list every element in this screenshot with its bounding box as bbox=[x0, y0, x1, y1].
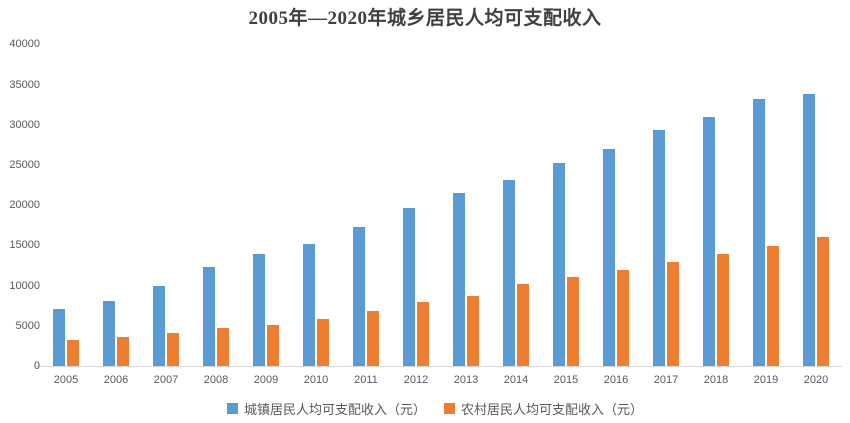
bar-rural-2009 bbox=[267, 324, 279, 366]
y-tick-label: 20000 bbox=[9, 199, 40, 212]
bar-urban-2015 bbox=[553, 162, 565, 366]
x-tick-label: 2011 bbox=[354, 374, 378, 386]
bar-rural-2012 bbox=[417, 302, 429, 366]
chart-title: 2005年—2020年城乡居民人均可支配收入 bbox=[248, 8, 602, 29]
urban-series-swatch-icon bbox=[226, 403, 238, 414]
legend: 城镇居民人均可支配收入（元） 农村居民人均可支配收入（元） bbox=[0, 399, 850, 418]
y-tick-label: 15000 bbox=[9, 239, 40, 252]
bar-urban-2016 bbox=[603, 148, 615, 366]
x-tick-label: 2016 bbox=[603, 374, 629, 386]
rural-series-swatch-icon bbox=[444, 403, 455, 414]
bar-urban-2019 bbox=[753, 98, 765, 366]
y-tick-label: 10000 bbox=[9, 279, 40, 292]
x-tick-label: 2006 bbox=[103, 374, 129, 386]
bar-urban-2012 bbox=[403, 208, 415, 366]
bar-urban-2017 bbox=[653, 129, 665, 366]
bar-rural-2016 bbox=[617, 269, 629, 366]
bar-urban-2013 bbox=[453, 193, 465, 366]
x-axis-line bbox=[36, 366, 842, 367]
x-tick-label: 2013 bbox=[453, 374, 479, 386]
x-tick-label: 2010 bbox=[303, 374, 329, 386]
bar-urban-2008 bbox=[203, 267, 215, 366]
bar-urban-2006 bbox=[103, 300, 115, 366]
bar-rural-2007 bbox=[167, 333, 179, 366]
y-tick-label: 35000 bbox=[9, 78, 40, 91]
x-tick-label: 2008 bbox=[203, 374, 229, 386]
x-tick-label: 2007 bbox=[153, 374, 179, 386]
legend-label-urban: 城镇居民人均可支配收入（元） bbox=[243, 402, 426, 417]
bar-urban-2007 bbox=[153, 285, 165, 366]
bar-rural-2015 bbox=[567, 276, 579, 366]
x-tick-label: 2015 bbox=[553, 374, 579, 386]
bar-urban-2011 bbox=[353, 226, 365, 366]
x-tick-label: 2017 bbox=[653, 374, 679, 386]
bar-rural-2019 bbox=[767, 245, 779, 366]
bar-rural-2017 bbox=[667, 261, 679, 366]
bar-rural-2020 bbox=[817, 236, 829, 366]
bar-rural-2014 bbox=[517, 284, 529, 366]
legend-item-rural: 农村居民人均可支配收入（元） bbox=[444, 399, 643, 418]
x-tick-label: 2018 bbox=[703, 374, 729, 386]
x-tick-label: 2012 bbox=[403, 374, 429, 386]
bar-urban-2018 bbox=[703, 117, 715, 366]
bar-urban-2020 bbox=[803, 93, 815, 366]
bar-rural-2006 bbox=[117, 337, 129, 366]
bar-rural-2013 bbox=[467, 296, 479, 366]
y-tick-label: 0 bbox=[33, 360, 40, 372]
x-tick-label: 2019 bbox=[753, 374, 779, 386]
bar-urban-2005 bbox=[53, 308, 65, 366]
x-tick-label: 2014 bbox=[503, 374, 529, 386]
bar-urban-2010 bbox=[303, 243, 315, 366]
bar-rural-2018 bbox=[717, 254, 729, 366]
y-tick-label: 30000 bbox=[9, 118, 40, 131]
x-tick-label: 2020 bbox=[803, 374, 829, 386]
y-tick-label: 25000 bbox=[9, 158, 40, 171]
bar-rural-2008 bbox=[217, 328, 229, 366]
bar-rural-2011 bbox=[367, 311, 379, 366]
legend-item-urban: 城镇居民人均可支配收入（元） bbox=[226, 399, 426, 418]
bar-rural-2010 bbox=[317, 318, 329, 366]
bar-urban-2009 bbox=[253, 254, 265, 366]
bar-urban-2014 bbox=[503, 180, 515, 366]
x-tick-label: 2005 bbox=[53, 374, 79, 386]
x-tick-label: 2009 bbox=[253, 374, 279, 386]
y-tick-label: 5000 bbox=[15, 319, 40, 332]
y-tick-label: 40000 bbox=[9, 38, 40, 51]
bar-rural-2005 bbox=[67, 340, 79, 366]
legend-label-rural: 农村居民人均可支配收入（元） bbox=[461, 402, 644, 417]
